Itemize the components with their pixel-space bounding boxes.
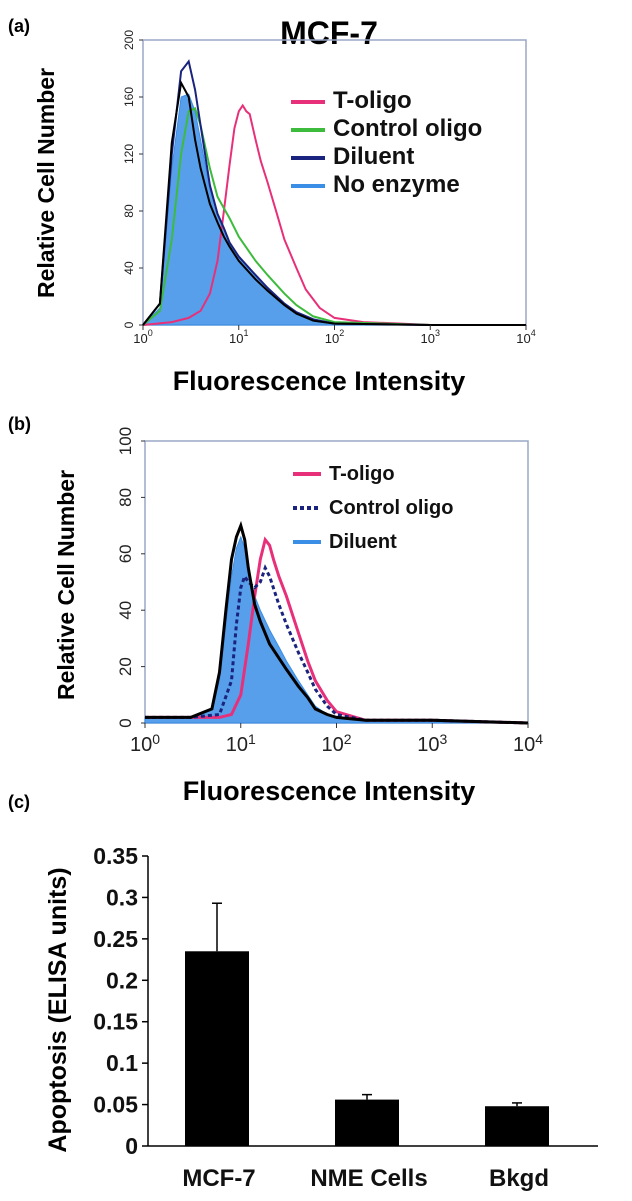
x-category-label: MCF-7: [182, 1165, 255, 1192]
chart-title-a: MCF-7: [280, 15, 378, 51]
y-tick-label: 80: [116, 488, 135, 507]
y-tick-label: 0: [116, 718, 135, 727]
y-tick-label: 0.3: [106, 884, 138, 910]
y-tick-label: 100: [116, 427, 135, 455]
x-tick-label: 103: [417, 731, 447, 756]
panel-label-a: (a): [8, 16, 30, 36]
x-tick-label: 104: [513, 731, 543, 756]
bar-chart-c: (c) 0 0.05 0.1 0.15 0.2 0.25 0.3 0.35 MCF-7 NME …: [8, 792, 598, 1192]
bar-nme-cells: [335, 1099, 399, 1146]
series-t-oligo-a: [142, 103, 526, 326]
y-tick-label: 0.1: [106, 1050, 138, 1076]
y-tick-label: 40: [122, 261, 136, 275]
y-tick-label: 40: [116, 601, 135, 620]
legend-b: T-oligo Control oligo Diluent: [293, 463, 453, 553]
y-tick-label: 60: [116, 544, 135, 563]
y-tick-label: 0: [122, 321, 136, 328]
series-t-oligo-b: [145, 536, 529, 725]
x-tick-label: 104: [516, 328, 535, 346]
legend-label: T-oligo: [329, 463, 395, 485]
y-tick-label: 0: [125, 1133, 138, 1159]
y-tick-label: 200: [122, 30, 136, 50]
x-tick-label: 101: [229, 328, 248, 346]
panel-label-b: (b): [8, 414, 31, 434]
series-diluent-b: [144, 535, 529, 724]
x-tick-label: 100: [133, 328, 152, 346]
y-tick-label: 0.15: [93, 1009, 138, 1035]
x-axis-label-a: Fluorescence Intensity: [173, 366, 466, 396]
bar-bkgd: [485, 1106, 549, 1146]
series-control-oligo-a: [142, 107, 526, 326]
y-tick-label: 20: [116, 657, 135, 676]
bar-mcf-7: [185, 951, 249, 1146]
y-tick-label: 0.35: [93, 843, 138, 869]
legend-label: Control oligo: [333, 115, 482, 142]
x-tick-label: 101: [226, 731, 256, 756]
panel-c: (c) 0 0.05 0.1 0.15 0.2 0.25 0.3 0.35 MCF-7 NME …: [0, 780, 632, 1201]
panel-b: (b) 0 20 40 60 80 100 100 101 102 103 104 Relative…: [0, 405, 632, 805]
histogram-chart-b: (b) 0 20 40 60 80 100 100 101 102 103 104 Relative…: [8, 414, 543, 805]
series-diluent-a: [142, 59, 526, 326]
x-category-label: Bkgd: [489, 1165, 549, 1192]
panel-a: (a) MCF-7 0 40 80 120 160 200 100 101 102 103 104 …: [0, 0, 632, 400]
y-tick-label: 80: [122, 204, 136, 218]
x-tick-label: 100: [130, 731, 160, 756]
y-tick-label: 120: [122, 144, 136, 164]
legend-label: Diluent: [329, 531, 397, 553]
legend-label: No enzyme: [333, 171, 460, 198]
series-control-oligo-b: [145, 564, 529, 725]
y-axis-label-c: Apoptosis (ELISA units): [44, 867, 72, 1152]
series-outline-a: [142, 79, 526, 326]
x-tick-label: 102: [321, 731, 351, 756]
y-axis-label-b: Relative Cell Number: [53, 470, 79, 700]
legend-label: T-oligo: [333, 87, 412, 114]
y-axis-label-a: Relative Cell Number: [33, 68, 59, 298]
series-outline-b: [145, 520, 529, 725]
y-tick-label: 160: [122, 87, 136, 107]
y-tick-label: 0.05: [93, 1092, 138, 1118]
x-tick-label: 103: [421, 328, 440, 346]
y-tick-label: 0.25: [93, 926, 138, 952]
panel-label-c: (c): [8, 792, 30, 812]
legend-label: Diluent: [333, 143, 414, 170]
x-tick-label: 102: [325, 328, 344, 346]
x-category-label: NME Cells: [310, 1165, 427, 1192]
x-axis-label-b: Fluorescence Intensity: [183, 776, 476, 805]
y-tick-label: 0.2: [106, 967, 138, 993]
legend-label: Control oligo: [329, 497, 453, 519]
